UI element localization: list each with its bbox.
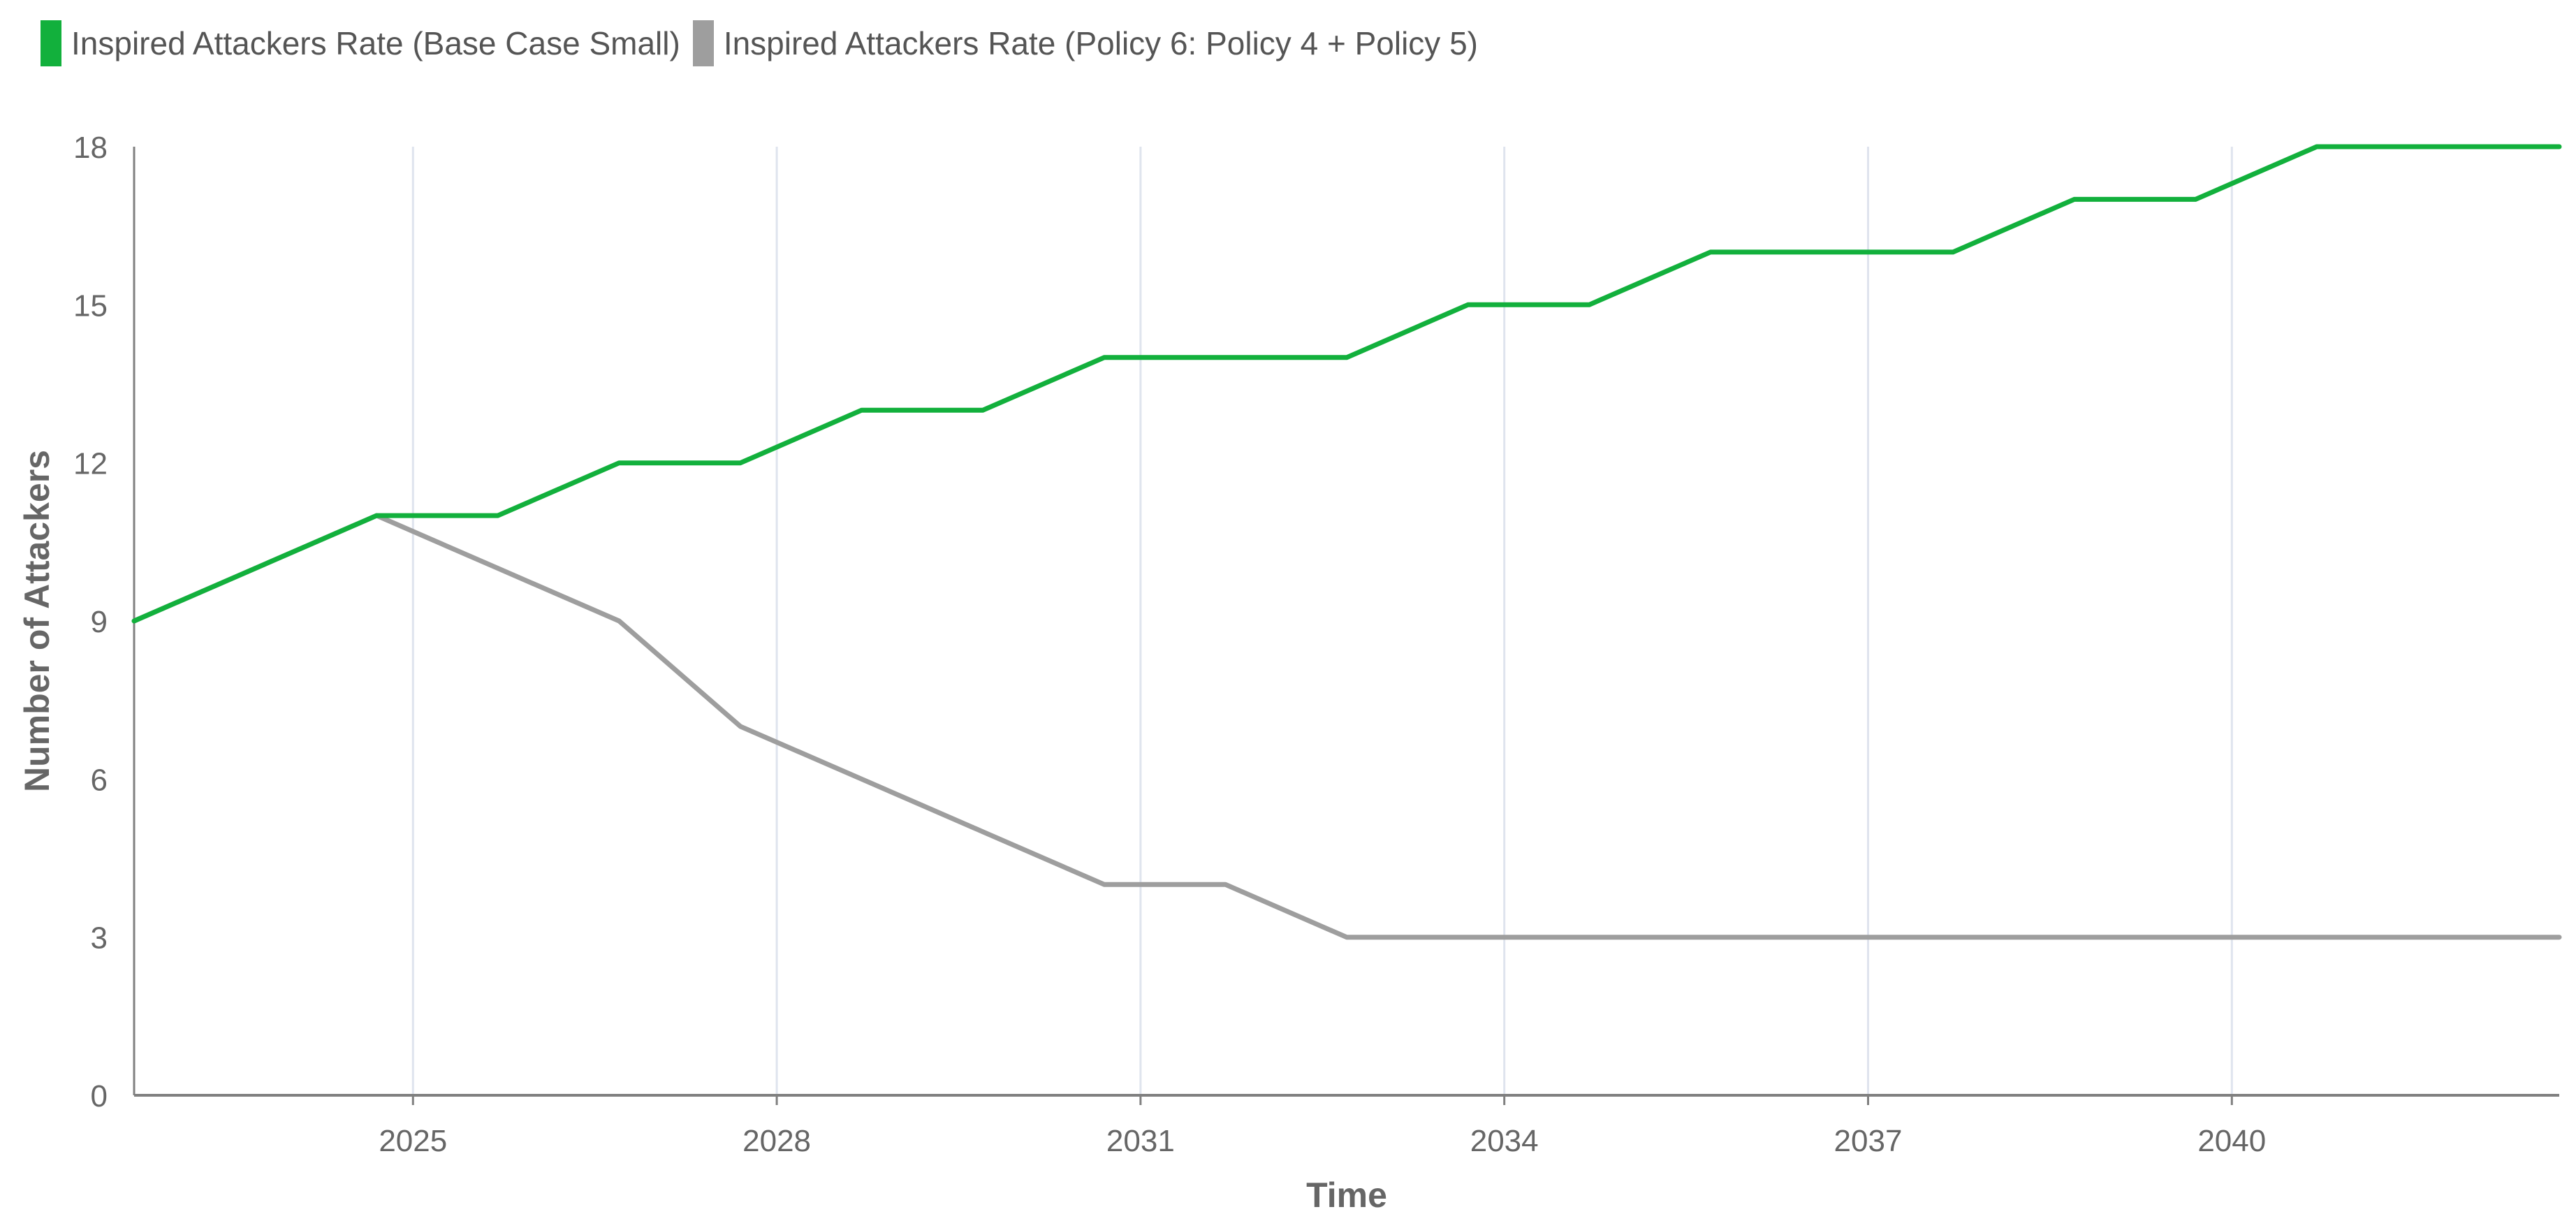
series-line-policy-6[interactable] [131, 513, 2562, 940]
y-tick-label-12: 12 [73, 447, 108, 481]
legend-label-base-case: Inspired Attackers Rate (Base Case Small… [71, 25, 680, 61]
y-axis-title: Number of Attackers [17, 450, 57, 792]
x-tick-label-2028: 2028 [742, 1124, 811, 1158]
legend-swatch-policy-6 [692, 20, 714, 66]
y-tick-label-3: 3 [91, 921, 108, 956]
axes [133, 147, 2559, 1105]
legend-swatch-base-case [41, 20, 61, 66]
y-tick-label-15: 15 [73, 288, 108, 323]
legend: Inspired Attackers Rate (Base Case Small… [41, 15, 1478, 71]
series-lines [131, 144, 2562, 940]
x-tick-label-2037: 2037 [1834, 1124, 1903, 1158]
legend-label-policy-6: Inspired Attackers Rate (Policy 6: Polic… [723, 25, 1478, 61]
legend-item-policy-6[interactable]: Inspired Attackers Rate (Policy 6: Polic… [692, 20, 1478, 66]
x-tick-label-2025: 2025 [379, 1124, 447, 1158]
y-tick-label-6: 6 [91, 763, 108, 797]
tick-labels: 2025 2028 2031 2034 2037 2040 0 3 6 9 12 15 18 [73, 131, 2266, 1158]
series-line-base-case[interactable] [131, 144, 2562, 624]
y-tick-label-0: 0 [91, 1079, 108, 1113]
y-tick-label-18: 18 [73, 131, 108, 165]
y-tick-label-9: 9 [91, 605, 108, 639]
x-tick-label-2031: 2031 [1106, 1124, 1175, 1158]
x-axis-title: Time [1306, 1176, 1387, 1215]
grid-lines [411, 147, 2233, 1095]
x-tick-label-2034: 2034 [1470, 1124, 1539, 1158]
legend-item-base-case[interactable]: Inspired Attackers Rate (Base Case Small… [41, 20, 680, 66]
x-tick-label-2040: 2040 [2197, 1124, 2266, 1158]
